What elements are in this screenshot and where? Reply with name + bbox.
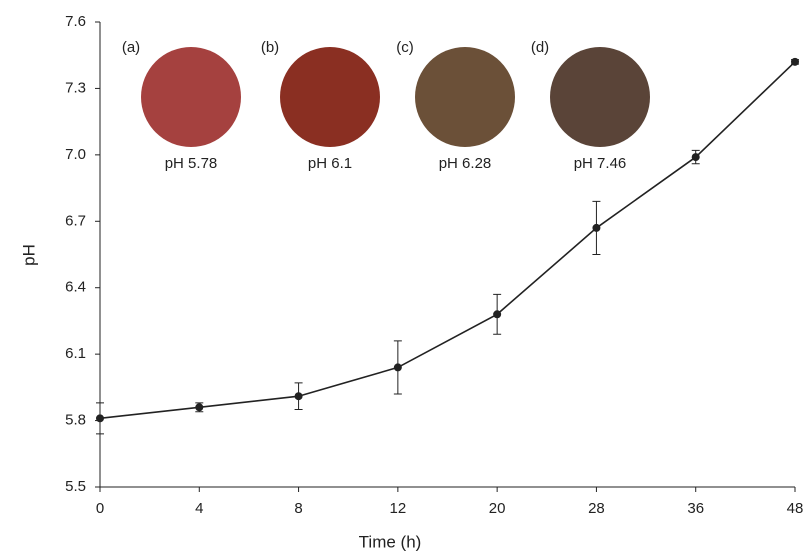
point bbox=[96, 414, 104, 422]
inset-sample bbox=[415, 47, 515, 147]
point bbox=[493, 310, 501, 318]
inset-label: pH 6.1 bbox=[308, 155, 352, 172]
y-tick-label: 7.3 bbox=[65, 79, 86, 96]
y-tick-label: 5.8 bbox=[65, 412, 86, 429]
x-tick-label: 48 bbox=[787, 500, 804, 517]
y-tick-label: 5.5 bbox=[65, 478, 86, 495]
x-axis-label: Time (h) bbox=[359, 532, 422, 551]
inset-sample bbox=[141, 47, 241, 147]
x-tick-label: 12 bbox=[390, 500, 407, 517]
inset-label: pH 6.28 bbox=[439, 155, 492, 172]
x-tick-label: 0 bbox=[96, 500, 104, 517]
y-tick-label: 6.4 bbox=[65, 279, 86, 296]
inset-letter: (d) bbox=[531, 39, 549, 56]
point bbox=[195, 403, 203, 411]
y-tick-label: 7.6 bbox=[65, 13, 86, 30]
x-tick-label: 4 bbox=[195, 500, 203, 517]
y-tick-label: 6.1 bbox=[65, 345, 86, 362]
y-tick-label: 7.0 bbox=[65, 146, 86, 163]
point bbox=[295, 392, 303, 400]
x-tick-label: 28 bbox=[588, 500, 605, 517]
point bbox=[791, 58, 799, 66]
point bbox=[592, 224, 600, 232]
chart: Time (h) pH 5.55.86.16.46.77.07.37.60481… bbox=[0, 0, 810, 556]
x-tick-label: 8 bbox=[294, 500, 302, 517]
inset-label: pH 5.78 bbox=[165, 155, 218, 172]
x-tick-label: 36 bbox=[687, 500, 704, 517]
inset-letter: (b) bbox=[261, 39, 279, 56]
inset-letter: (a) bbox=[122, 39, 140, 56]
inset-sample bbox=[550, 47, 650, 147]
y-tick-label: 6.7 bbox=[65, 212, 86, 229]
point bbox=[692, 153, 700, 161]
y-axis-label: pH bbox=[19, 244, 38, 266]
x-tick-label: 20 bbox=[489, 500, 506, 517]
inset-letter: (c) bbox=[396, 39, 414, 56]
inset-sample bbox=[280, 47, 380, 147]
inset-label: pH 7.46 bbox=[574, 155, 627, 172]
point bbox=[394, 363, 402, 371]
